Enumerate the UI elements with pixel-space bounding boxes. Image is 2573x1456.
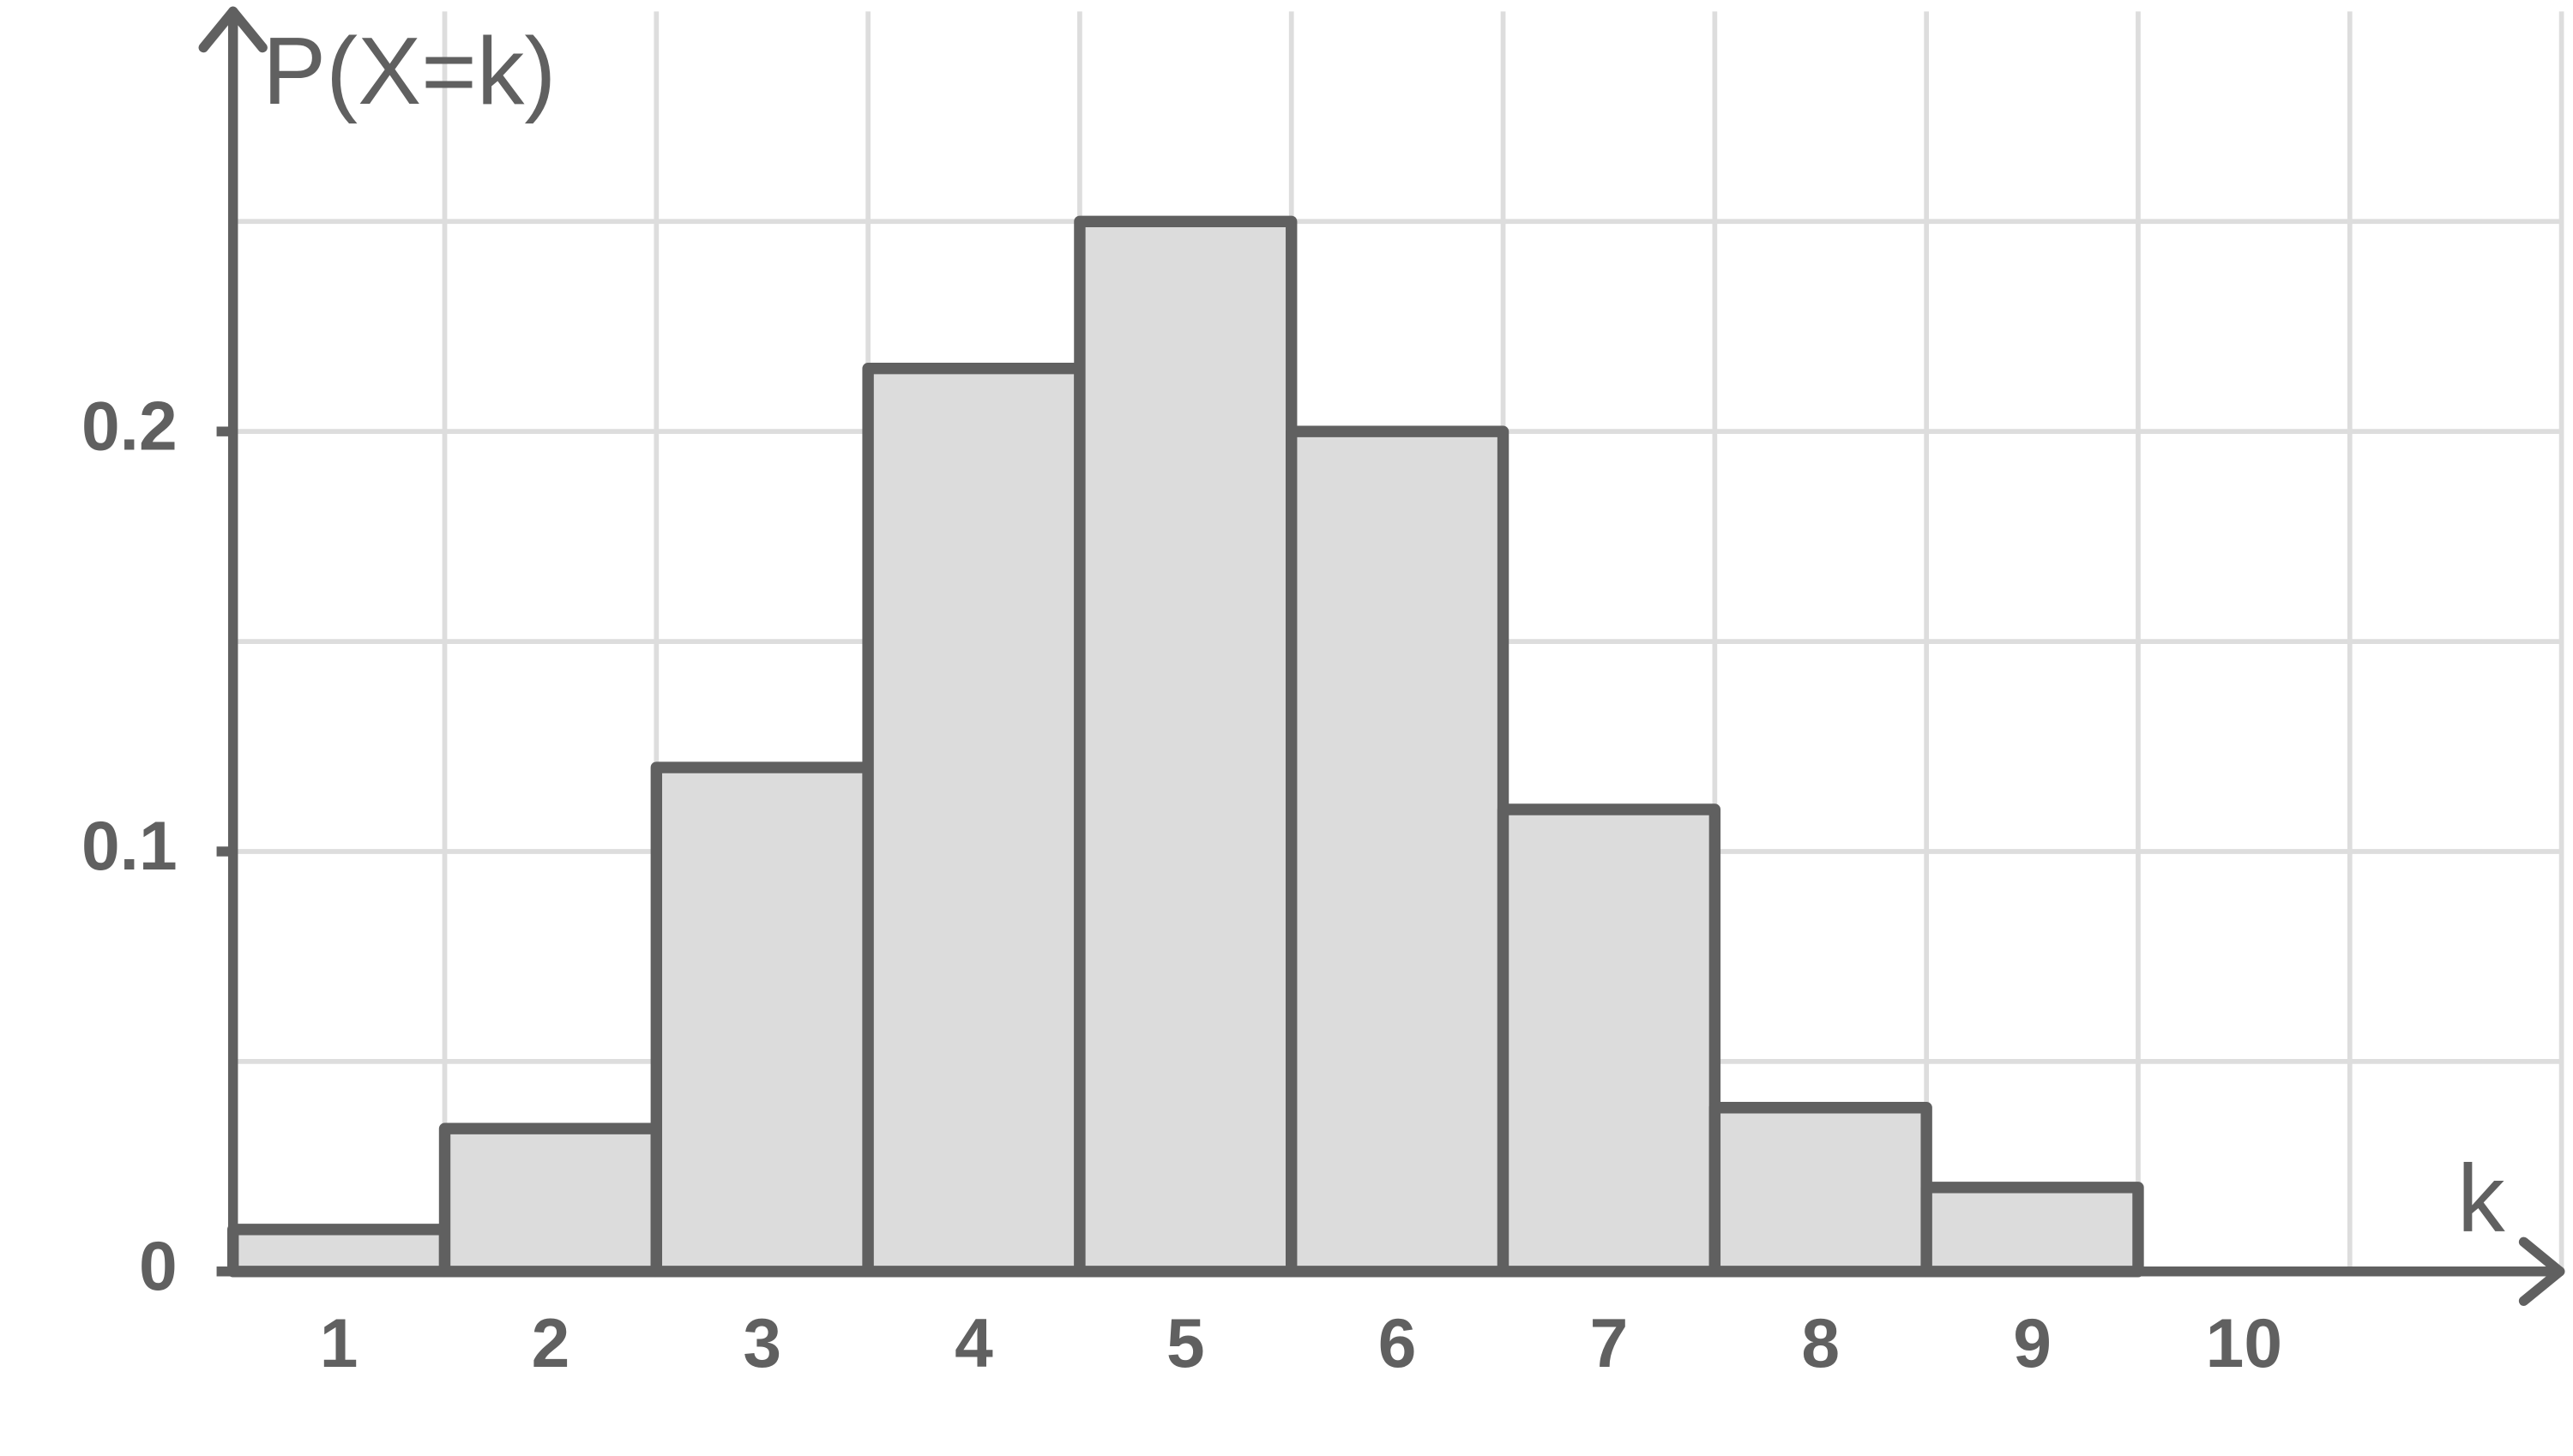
x-axis-arrow	[2518, 1236, 2565, 1306]
bar	[1920, 1182, 2144, 1278]
y-tick-label: 0.2	[81, 388, 178, 465]
x-tick-label: 6	[1378, 1305, 1417, 1382]
x-tick-label: 3	[743, 1305, 781, 1382]
x-tick-label: 7	[1590, 1305, 1629, 1382]
bar	[1074, 215, 1298, 1278]
x-tick-label: 4	[955, 1305, 993, 1382]
y-axis-arrow	[198, 6, 268, 53]
x-tick-label: 10	[2206, 1305, 2282, 1382]
bar	[862, 363, 1086, 1278]
y-tick-label: 0.1	[81, 808, 178, 885]
bar	[1497, 803, 1721, 1278]
bar	[227, 1224, 451, 1278]
bar	[650, 761, 874, 1278]
y-tick-label: 0	[139, 1228, 178, 1305]
x-tick-label: 1	[320, 1305, 359, 1382]
y-axis-label: P(X=k)	[262, 18, 556, 124]
bar	[438, 1122, 663, 1278]
x-tick-label: 8	[1801, 1305, 1840, 1382]
bar	[1286, 425, 1509, 1278]
x-tick-label: 2	[532, 1305, 570, 1382]
x-axis-label: k	[2457, 1146, 2505, 1252]
bar	[1708, 1102, 1932, 1278]
x-tick-label: 9	[2013, 1305, 2052, 1382]
x-tick-label: 5	[1166, 1305, 1205, 1382]
